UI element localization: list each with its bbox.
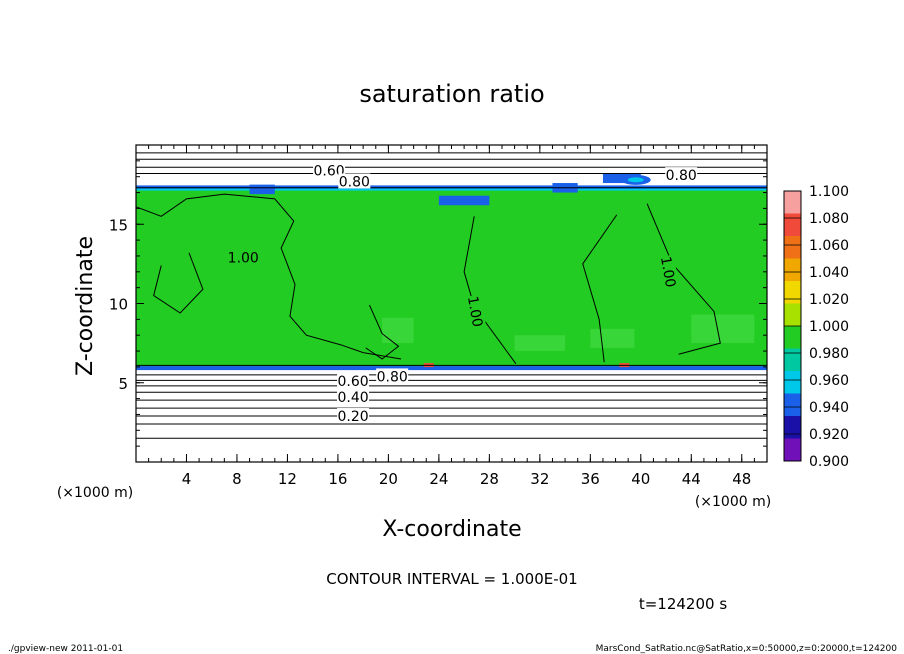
x-tick-label: 4: [182, 470, 192, 488]
x-tick-label: 12: [278, 470, 297, 488]
upper-edge-band: [136, 188, 767, 191]
contour-lines: [135, 152, 767, 439]
contour-label-bg: [658, 254, 680, 289]
x-tick-label: 36: [581, 470, 600, 488]
contour-label: 0.80: [339, 174, 370, 190]
contour-label-bg: [313, 162, 346, 178]
colorbar-swatch: [784, 281, 801, 304]
colorbar-swatch: [784, 326, 801, 349]
x-tick-label: 20: [379, 470, 398, 488]
x-tick-label: 44: [682, 470, 701, 488]
colorbar-label: 1.100: [809, 184, 849, 200]
colorbar-label: 0.920: [809, 427, 849, 443]
depleted-patch: [249, 184, 275, 195]
colorbar-swatch: [784, 416, 801, 439]
contour-label: 0.60: [337, 374, 368, 390]
contour-line: [135, 193, 402, 360]
contour-label-bg: [227, 249, 260, 265]
colorbar-label: 1.060: [809, 238, 849, 254]
depleted-patch: [627, 177, 644, 183]
colorbar-swatch: [784, 258, 801, 282]
contour-label: 0.20: [337, 409, 368, 425]
lower-edge-band: [136, 366, 767, 371]
x-unit-label: (×1000 m): [695, 494, 771, 510]
contour-labels: 0.600.80 0.801.001.001.000.60 0.800.400.20: [227, 162, 698, 425]
colorbar-label: 0.940: [809, 400, 849, 416]
contour-label-bg: [337, 373, 370, 389]
colorbar-swatch: [784, 213, 801, 237]
saturated-layer: [136, 186, 767, 367]
x-axis: 4 8 12 16 20 24 28 32 36 40 44 48: [148, 145, 755, 488]
z-tick-label: 10: [109, 296, 128, 314]
contour-line: [463, 216, 517, 365]
colorbar-swatch: [784, 191, 801, 214]
colorbar: 1.100 1.080 1.060 1.040 1.020 1.000 0.980 0.960…: [783, 184, 849, 470]
footer-left: ./gpview-new 2011-01-01: [8, 644, 123, 654]
depleted-patch: [438, 195, 490, 206]
colorbar-swatch: [784, 303, 801, 327]
contour-line: [365, 304, 400, 360]
chart-title: saturation ratio: [359, 80, 544, 108]
contour-label: 1.00: [228, 251, 259, 267]
contour-label-bg: [465, 294, 487, 329]
colorbar-label: 0.960: [809, 373, 849, 389]
supersaturated-patch: [590, 328, 635, 348]
x-tick-label: 16: [328, 470, 347, 488]
colorbar-label: 0.980: [809, 346, 849, 362]
x-tick-label: 8: [232, 470, 242, 488]
contour-label: 0.60: [314, 163, 345, 179]
z-tick-label: 5: [118, 375, 128, 393]
contour-label-bg: [376, 368, 409, 384]
contour-label-bg: [337, 408, 370, 424]
x-tick-label: 28: [480, 470, 499, 488]
contour-label: 0.80: [666, 168, 697, 184]
contour-line: [153, 252, 204, 314]
footer-right: MarsCond_SatRatio.nc@SatRatio,x=0:50000,…: [596, 644, 898, 654]
contour-label: 0.80: [377, 369, 408, 385]
z-unit-label: (×1000 m): [57, 485, 133, 501]
contour-line: [646, 203, 721, 355]
x-tick-label: 24: [429, 470, 448, 488]
colorbar-label: 1.080: [809, 211, 849, 227]
contour-label: 0.40: [337, 390, 368, 406]
contour-label-bg: [338, 173, 371, 189]
z-axis-label: Z-coordinate: [73, 236, 98, 376]
x-tick-label: 48: [732, 470, 751, 488]
contour-line: [582, 214, 618, 363]
z-axis: 5 10 15: [109, 160, 767, 447]
colorbar-label: 0.900: [809, 454, 849, 470]
contour-label: 1.00: [464, 295, 485, 328]
colorbar-swatch: [784, 393, 801, 417]
colorbar-swatch: [784, 236, 801, 259]
supersaturated-patch: [382, 317, 414, 344]
z-tick-label: 15: [109, 216, 128, 234]
time-text: t=124200 s: [639, 595, 727, 613]
colorbar-label: 1.000: [809, 319, 849, 335]
contour-label-bg: [665, 167, 698, 183]
contour-label: 1.00: [657, 255, 678, 288]
colorbar-swatch: [784, 348, 801, 372]
x-axis-label: X-coordinate: [382, 517, 521, 542]
x-tick-label: 40: [631, 470, 650, 488]
colorbar-label: 1.020: [809, 292, 849, 308]
colorbar-swatch: [784, 371, 801, 394]
supersaturated-patch: [514, 335, 566, 352]
x-tick-label: 32: [530, 470, 549, 488]
colorbar-swatch: [784, 438, 801, 462]
colorbar-label: 1.040: [809, 265, 849, 281]
contour-interval-text: CONTOUR INTERVAL = 1.000E-01: [326, 570, 577, 588]
contour-label-bg: [337, 389, 370, 405]
plot-area: [136, 145, 767, 462]
supersaturated-patch: [691, 314, 755, 344]
